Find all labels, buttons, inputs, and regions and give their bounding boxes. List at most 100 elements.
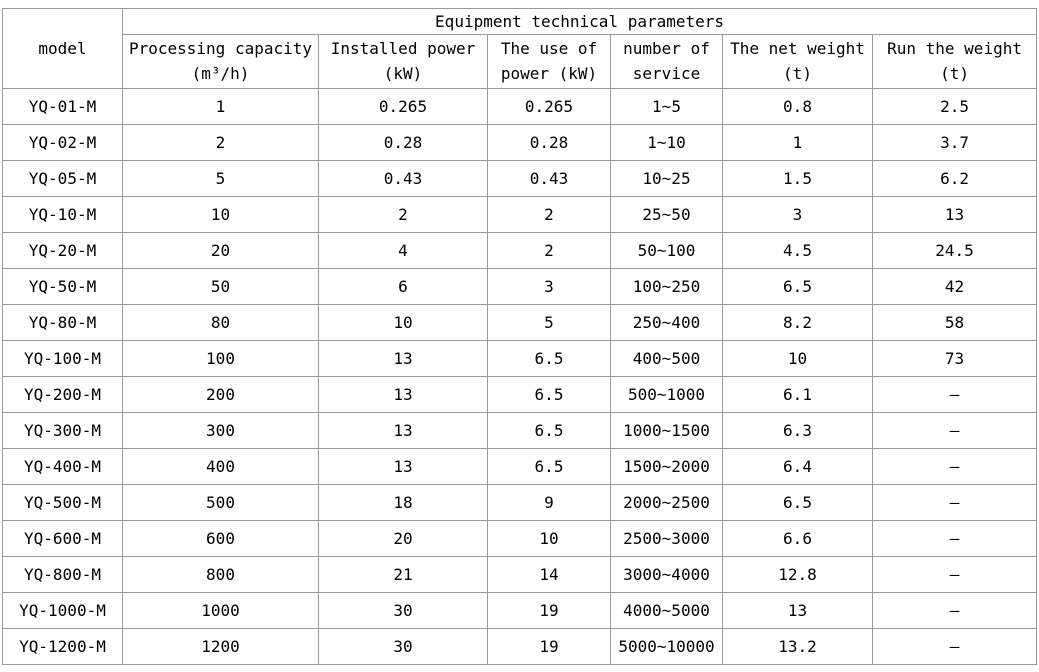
header-cell-model: model bbox=[2, 8, 123, 89]
table-row: YQ-100-M 100 13 6.5 400~500 10 73 bbox=[2, 340, 1038, 377]
header-cell-run-weight: Run the weight (t) bbox=[871, 34, 1038, 89]
model-cell: YQ-1200-M bbox=[2, 628, 123, 665]
table-cell: 20 bbox=[318, 520, 488, 557]
table-cell: 9 bbox=[487, 484, 611, 521]
table-cell: 6.5 bbox=[487, 448, 611, 485]
model-cell: YQ-200-M bbox=[2, 376, 123, 413]
table-cell: 6.2 bbox=[871, 160, 1038, 197]
table-cell: 5 bbox=[487, 304, 611, 341]
model-cell: YQ-02-M bbox=[2, 124, 123, 161]
table-cell: 3 bbox=[722, 196, 873, 233]
table-cell: 6.5 bbox=[487, 340, 611, 377]
model-cell: YQ-300-M bbox=[2, 412, 123, 449]
table-cell: 2 bbox=[318, 196, 488, 233]
table-cell: 0.265 bbox=[318, 88, 488, 125]
table-cell: 2000~2500 bbox=[610, 484, 723, 521]
model-cell: YQ-500-M bbox=[2, 484, 123, 521]
header-group-row: model Equipment technical parameters bbox=[2, 8, 1038, 89]
table-cell: 80 bbox=[122, 304, 319, 341]
table-cell: 6.5 bbox=[487, 412, 611, 449]
model-cell: YQ-400-M bbox=[2, 448, 123, 485]
header-cell-installed-power: Installed power (kW) bbox=[318, 34, 488, 89]
table-cell: 1000 bbox=[122, 592, 319, 629]
table-cell: 1 bbox=[722, 124, 873, 161]
table-cell: 13 bbox=[318, 340, 488, 377]
table-cell: 0.28 bbox=[487, 124, 611, 161]
table-cell: 24.5 bbox=[871, 232, 1038, 269]
table-cell: 13 bbox=[722, 592, 873, 629]
table-row: YQ-1000-M 1000 30 19 4000~5000 13 — bbox=[2, 592, 1038, 629]
table-cell: — bbox=[871, 520, 1038, 557]
table-cell: 4 bbox=[318, 232, 488, 269]
table-cell: 13 bbox=[318, 376, 488, 413]
table-row: YQ-01-M 1 0.265 0.265 1~5 0.8 2.5 bbox=[2, 88, 1038, 125]
table-cell: 5 bbox=[122, 160, 319, 197]
table-cell: 18 bbox=[318, 484, 488, 521]
table-cell: — bbox=[871, 556, 1038, 593]
table-cell: 10 bbox=[487, 520, 611, 557]
table-cell: 600 bbox=[122, 520, 319, 557]
model-cell: YQ-100-M bbox=[2, 340, 123, 377]
table-row: YQ-05-M 5 0.43 0.43 10~25 1.5 6.2 bbox=[2, 160, 1038, 197]
table-row: YQ-1200-M 1200 30 19 5000~10000 13.2 — bbox=[2, 628, 1038, 665]
table-cell: 20 bbox=[122, 232, 319, 269]
table-cell: 0.265 bbox=[487, 88, 611, 125]
table-cell: 800 bbox=[122, 556, 319, 593]
table-cell: — bbox=[871, 376, 1038, 413]
table-cell: 0.28 bbox=[318, 124, 488, 161]
table-cell: 8.2 bbox=[722, 304, 873, 341]
model-cell: YQ-1000-M bbox=[2, 592, 123, 629]
table-cell: — bbox=[871, 628, 1038, 665]
model-cell: YQ-50-M bbox=[2, 268, 123, 305]
table-cell: 73 bbox=[871, 340, 1038, 377]
table-cell: 6.5 bbox=[487, 376, 611, 413]
table-row: YQ-300-M 300 13 6.5 1000~1500 6.3 — bbox=[2, 412, 1038, 449]
table-cell: 400~500 bbox=[610, 340, 723, 377]
table-cell: 1000~1500 bbox=[610, 412, 723, 449]
table-cell: 42 bbox=[871, 268, 1038, 305]
table-cell: 6.1 bbox=[722, 376, 873, 413]
table-cell: 19 bbox=[487, 628, 611, 665]
table-cell: 50 bbox=[122, 268, 319, 305]
table-cell: 19 bbox=[487, 592, 611, 629]
table-cell: — bbox=[871, 484, 1038, 521]
table-cell: 10 bbox=[122, 196, 319, 233]
table-cell: 13 bbox=[318, 448, 488, 485]
table-cell: 6.5 bbox=[722, 484, 873, 521]
model-cell: YQ-800-M bbox=[2, 556, 123, 593]
model-cell: YQ-20-M bbox=[2, 232, 123, 269]
table-row: YQ-20-M 20 4 2 50~100 4.5 24.5 bbox=[2, 232, 1038, 269]
table-cell: 2 bbox=[487, 232, 611, 269]
table-row: YQ-10-M 10 2 2 25~50 3 13 bbox=[2, 196, 1038, 233]
table-cell: 250~400 bbox=[610, 304, 723, 341]
table-cell: 21 bbox=[318, 556, 488, 593]
table-cell: 0.8 bbox=[722, 88, 873, 125]
table-cell: 1 bbox=[122, 88, 319, 125]
model-cell: YQ-10-M bbox=[2, 196, 123, 233]
table-cell: 13 bbox=[318, 412, 488, 449]
table-cell: 30 bbox=[318, 628, 488, 665]
table-cell: 6.6 bbox=[722, 520, 873, 557]
table-cell: 10~25 bbox=[610, 160, 723, 197]
table-cell: 6 bbox=[318, 268, 488, 305]
model-cell: YQ-05-M bbox=[2, 160, 123, 197]
table-row: YQ-600-M 600 20 10 2500~3000 6.6 — bbox=[2, 520, 1038, 557]
table-cell: 4.5 bbox=[722, 232, 873, 269]
table-cell: 6.3 bbox=[722, 412, 873, 449]
table-cell: 3.7 bbox=[871, 124, 1038, 161]
model-cell: YQ-01-M bbox=[2, 88, 123, 125]
table-cell: 3000~4000 bbox=[610, 556, 723, 593]
model-cell: YQ-80-M bbox=[2, 304, 123, 341]
table-cell: 1500~2000 bbox=[610, 448, 723, 485]
equipment-parameters-table: model Equipment technical parameters Pro… bbox=[2, 8, 1038, 665]
table-cell: 0.43 bbox=[318, 160, 488, 197]
header-cell-processing-capacity: Processing capacity (m³/h) bbox=[122, 34, 319, 89]
table-cell: 200 bbox=[122, 376, 319, 413]
table-cell: — bbox=[871, 412, 1038, 449]
table-cell: 4000~5000 bbox=[610, 592, 723, 629]
header-cell-use-of-power: The use of power (kW) bbox=[487, 34, 611, 89]
table-cell: 10 bbox=[722, 340, 873, 377]
table-cell: 2.5 bbox=[871, 88, 1038, 125]
model-cell: YQ-600-M bbox=[2, 520, 123, 557]
